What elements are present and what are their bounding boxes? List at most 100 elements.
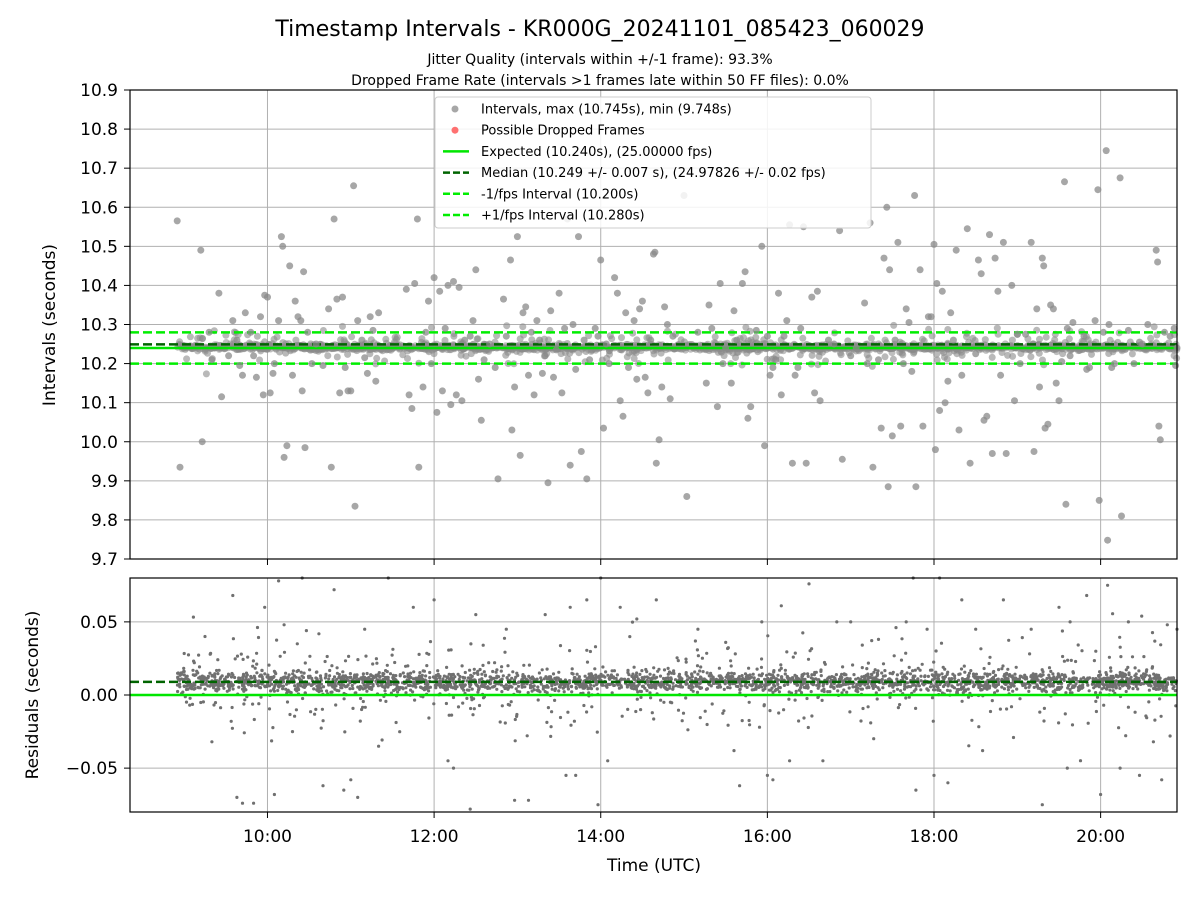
residual-point: [291, 672, 295, 676]
interval-point: [758, 242, 766, 250]
interval-point: [884, 483, 892, 491]
residual-point: [971, 680, 975, 684]
interval-point: [797, 324, 805, 332]
interval-point: [925, 325, 933, 333]
residual-point: [457, 677, 461, 682]
residual-point: [936, 688, 940, 692]
residual-point: [546, 706, 551, 710]
residual-point: [223, 677, 227, 682]
residual-point: [806, 674, 810, 679]
interval-point: [618, 334, 625, 342]
interval-point: [415, 463, 423, 471]
residual-point: [661, 676, 666, 681]
residual-point: [210, 674, 214, 678]
residual-point: [1047, 683, 1051, 687]
residual-point: [240, 687, 245, 691]
residual-point: [923, 674, 927, 678]
residual-point: [325, 689, 329, 693]
residual-point: [645, 670, 649, 674]
residual-point: [1098, 673, 1102, 677]
residual-point: [357, 677, 361, 681]
interval-point: [636, 305, 644, 313]
residual-point: [378, 674, 382, 678]
residual-point: [284, 671, 288, 675]
residual-point: [737, 680, 742, 684]
interval-point: [561, 349, 569, 357]
interval-point: [544, 479, 552, 487]
interval-point: [752, 326, 760, 334]
residual-point: [217, 668, 221, 672]
interval-point: [438, 387, 446, 395]
residual-point: [233, 675, 237, 680]
interval-point: [993, 324, 1001, 332]
interval-point: [430, 350, 438, 358]
residual-point: [208, 671, 212, 675]
residual-point: [557, 689, 561, 693]
residual-point: [643, 686, 647, 690]
interval-point: [838, 455, 846, 463]
residual-point: [287, 673, 291, 677]
residual-point: [1036, 678, 1040, 682]
interval-point: [1042, 333, 1050, 341]
residual-point: [740, 674, 744, 678]
interval-point: [772, 356, 780, 364]
residual-point: [511, 670, 515, 674]
residual-point: [1023, 683, 1027, 687]
residual-point: [722, 687, 726, 692]
interval-point: [941, 353, 948, 361]
residual-point: [760, 672, 765, 676]
residual-point: [391, 647, 395, 651]
interval-point: [256, 356, 264, 364]
interval-point: [875, 356, 882, 364]
residual-point: [377, 671, 381, 675]
residual-point: [673, 678, 678, 682]
interval-point: [890, 321, 898, 329]
residual-point: [688, 676, 692, 680]
residual-point: [856, 676, 860, 680]
residual-point: [993, 691, 997, 695]
interval-point: [869, 463, 877, 471]
residual-point: [249, 676, 254, 680]
interval-point: [519, 323, 527, 331]
residual-point: [696, 678, 701, 682]
residual-point: [966, 674, 970, 678]
residual-point: [874, 684, 878, 689]
residual-point: [381, 674, 385, 678]
residual-point: [281, 687, 285, 691]
residual-point: [224, 675, 228, 679]
interval-point: [1066, 352, 1074, 360]
residual-point: [726, 671, 731, 676]
residual-point: [251, 659, 255, 663]
interval-point: [469, 317, 477, 325]
interval-point: [1086, 364, 1093, 371]
residual-point: [780, 675, 784, 679]
residual-point: [1133, 677, 1137, 682]
interval-point: [861, 299, 869, 307]
residual-point: [1029, 674, 1033, 678]
residual-point: [258, 686, 263, 690]
residual-point: [330, 690, 334, 694]
interval-point: [473, 335, 481, 343]
residual-point: [905, 681, 910, 685]
interval-point: [411, 280, 419, 287]
residual-point: [238, 677, 242, 681]
residual-point: [629, 685, 633, 690]
residual-point: [662, 682, 666, 686]
residual-point: [458, 674, 462, 679]
interval-point: [530, 391, 538, 399]
interval-point: [259, 391, 267, 399]
interval-point: [836, 227, 844, 235]
residual-point: [541, 685, 546, 689]
interval-point: [808, 293, 816, 301]
residual-point: [883, 669, 887, 673]
residual-point: [392, 682, 396, 686]
interval-point: [928, 332, 936, 340]
interval-point: [611, 274, 619, 282]
residual-point: [522, 676, 526, 680]
residual-point: [854, 677, 858, 681]
interval-point: [354, 317, 362, 325]
residual-point: [933, 688, 937, 692]
residual-point: [876, 686, 880, 690]
residual-point: [783, 672, 787, 676]
